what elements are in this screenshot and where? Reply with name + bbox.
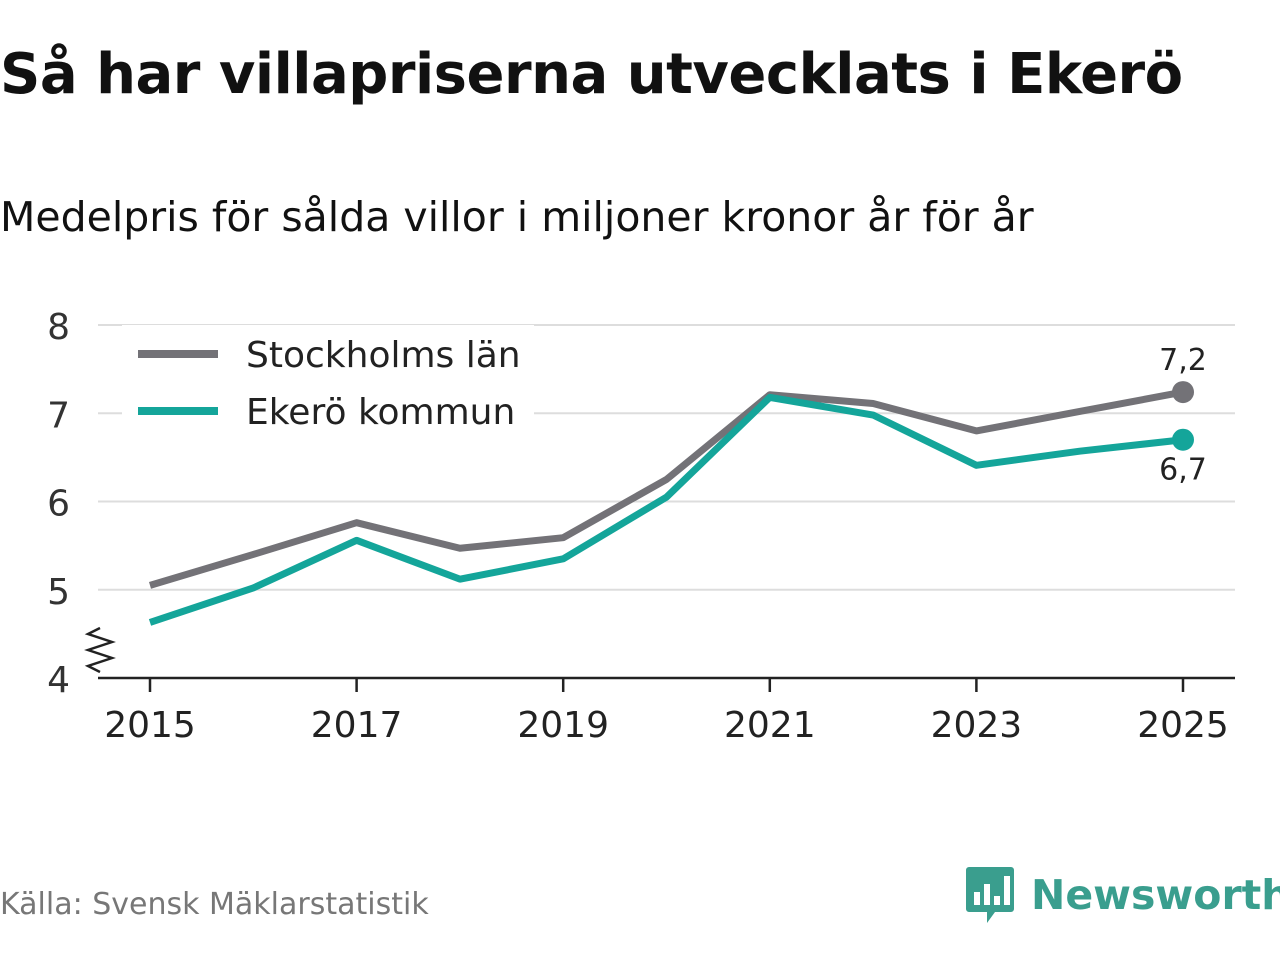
end-value-label-1: 6,7 bbox=[1159, 453, 1207, 488]
y-tick-label: 6 bbox=[47, 484, 70, 525]
brand-logo: Newsworthy bbox=[965, 862, 1280, 928]
y-axis: 4 5 6 7 8 bbox=[47, 307, 116, 701]
series-line-0 bbox=[148, 388, 1184, 589]
y-tick-label: 8 bbox=[47, 307, 70, 348]
legend-label-0: Stockholms län bbox=[246, 335, 521, 376]
chart-subtitle: Medelpris för sålda villor i miljoner kr… bbox=[0, 193, 1034, 241]
x-tick-label: 2019 bbox=[517, 705, 609, 746]
x-axis: 2015 2017 2019 2021 2023 2025 bbox=[98, 676, 1235, 746]
x-tick-label: 2015 bbox=[104, 705, 196, 746]
x-tick-label: 2025 bbox=[1137, 705, 1229, 746]
end-value-label-0: 7,2 bbox=[1159, 343, 1207, 378]
legend-box bbox=[122, 325, 534, 443]
legend-label-1: Ekerö kommun bbox=[246, 392, 515, 433]
x-tick-label: 2023 bbox=[931, 705, 1023, 746]
end-point-0 bbox=[1172, 381, 1194, 404]
newsworthy-logo-icon bbox=[966, 867, 1014, 923]
x-tick-label: 2017 bbox=[311, 705, 403, 746]
y-tick-label: 7 bbox=[47, 395, 70, 436]
series-line-1 bbox=[148, 393, 1184, 626]
legend: Stockholms län Ekerö kommun bbox=[122, 325, 534, 443]
x-tick-label: 2021 bbox=[724, 705, 816, 746]
line-chart: 4 5 6 7 8 2015 2017 2019 2021 2023 2025 7,2 6,7 St… bbox=[47, 307, 1235, 746]
series-lines: 7,2 6,7 bbox=[148, 343, 1207, 626]
y-tick-label: 5 bbox=[47, 572, 70, 613]
end-point-1 bbox=[1172, 428, 1194, 451]
chart-title: Så har villapriserna utvecklats i Ekerö bbox=[0, 42, 1183, 107]
brand-name: Newsworthy bbox=[1031, 871, 1280, 919]
y-tick-label: 4 bbox=[47, 660, 70, 701]
source-note: Källa: Svensk Mäklarstatistik bbox=[0, 887, 429, 922]
axis-break-icon bbox=[84, 626, 116, 674]
